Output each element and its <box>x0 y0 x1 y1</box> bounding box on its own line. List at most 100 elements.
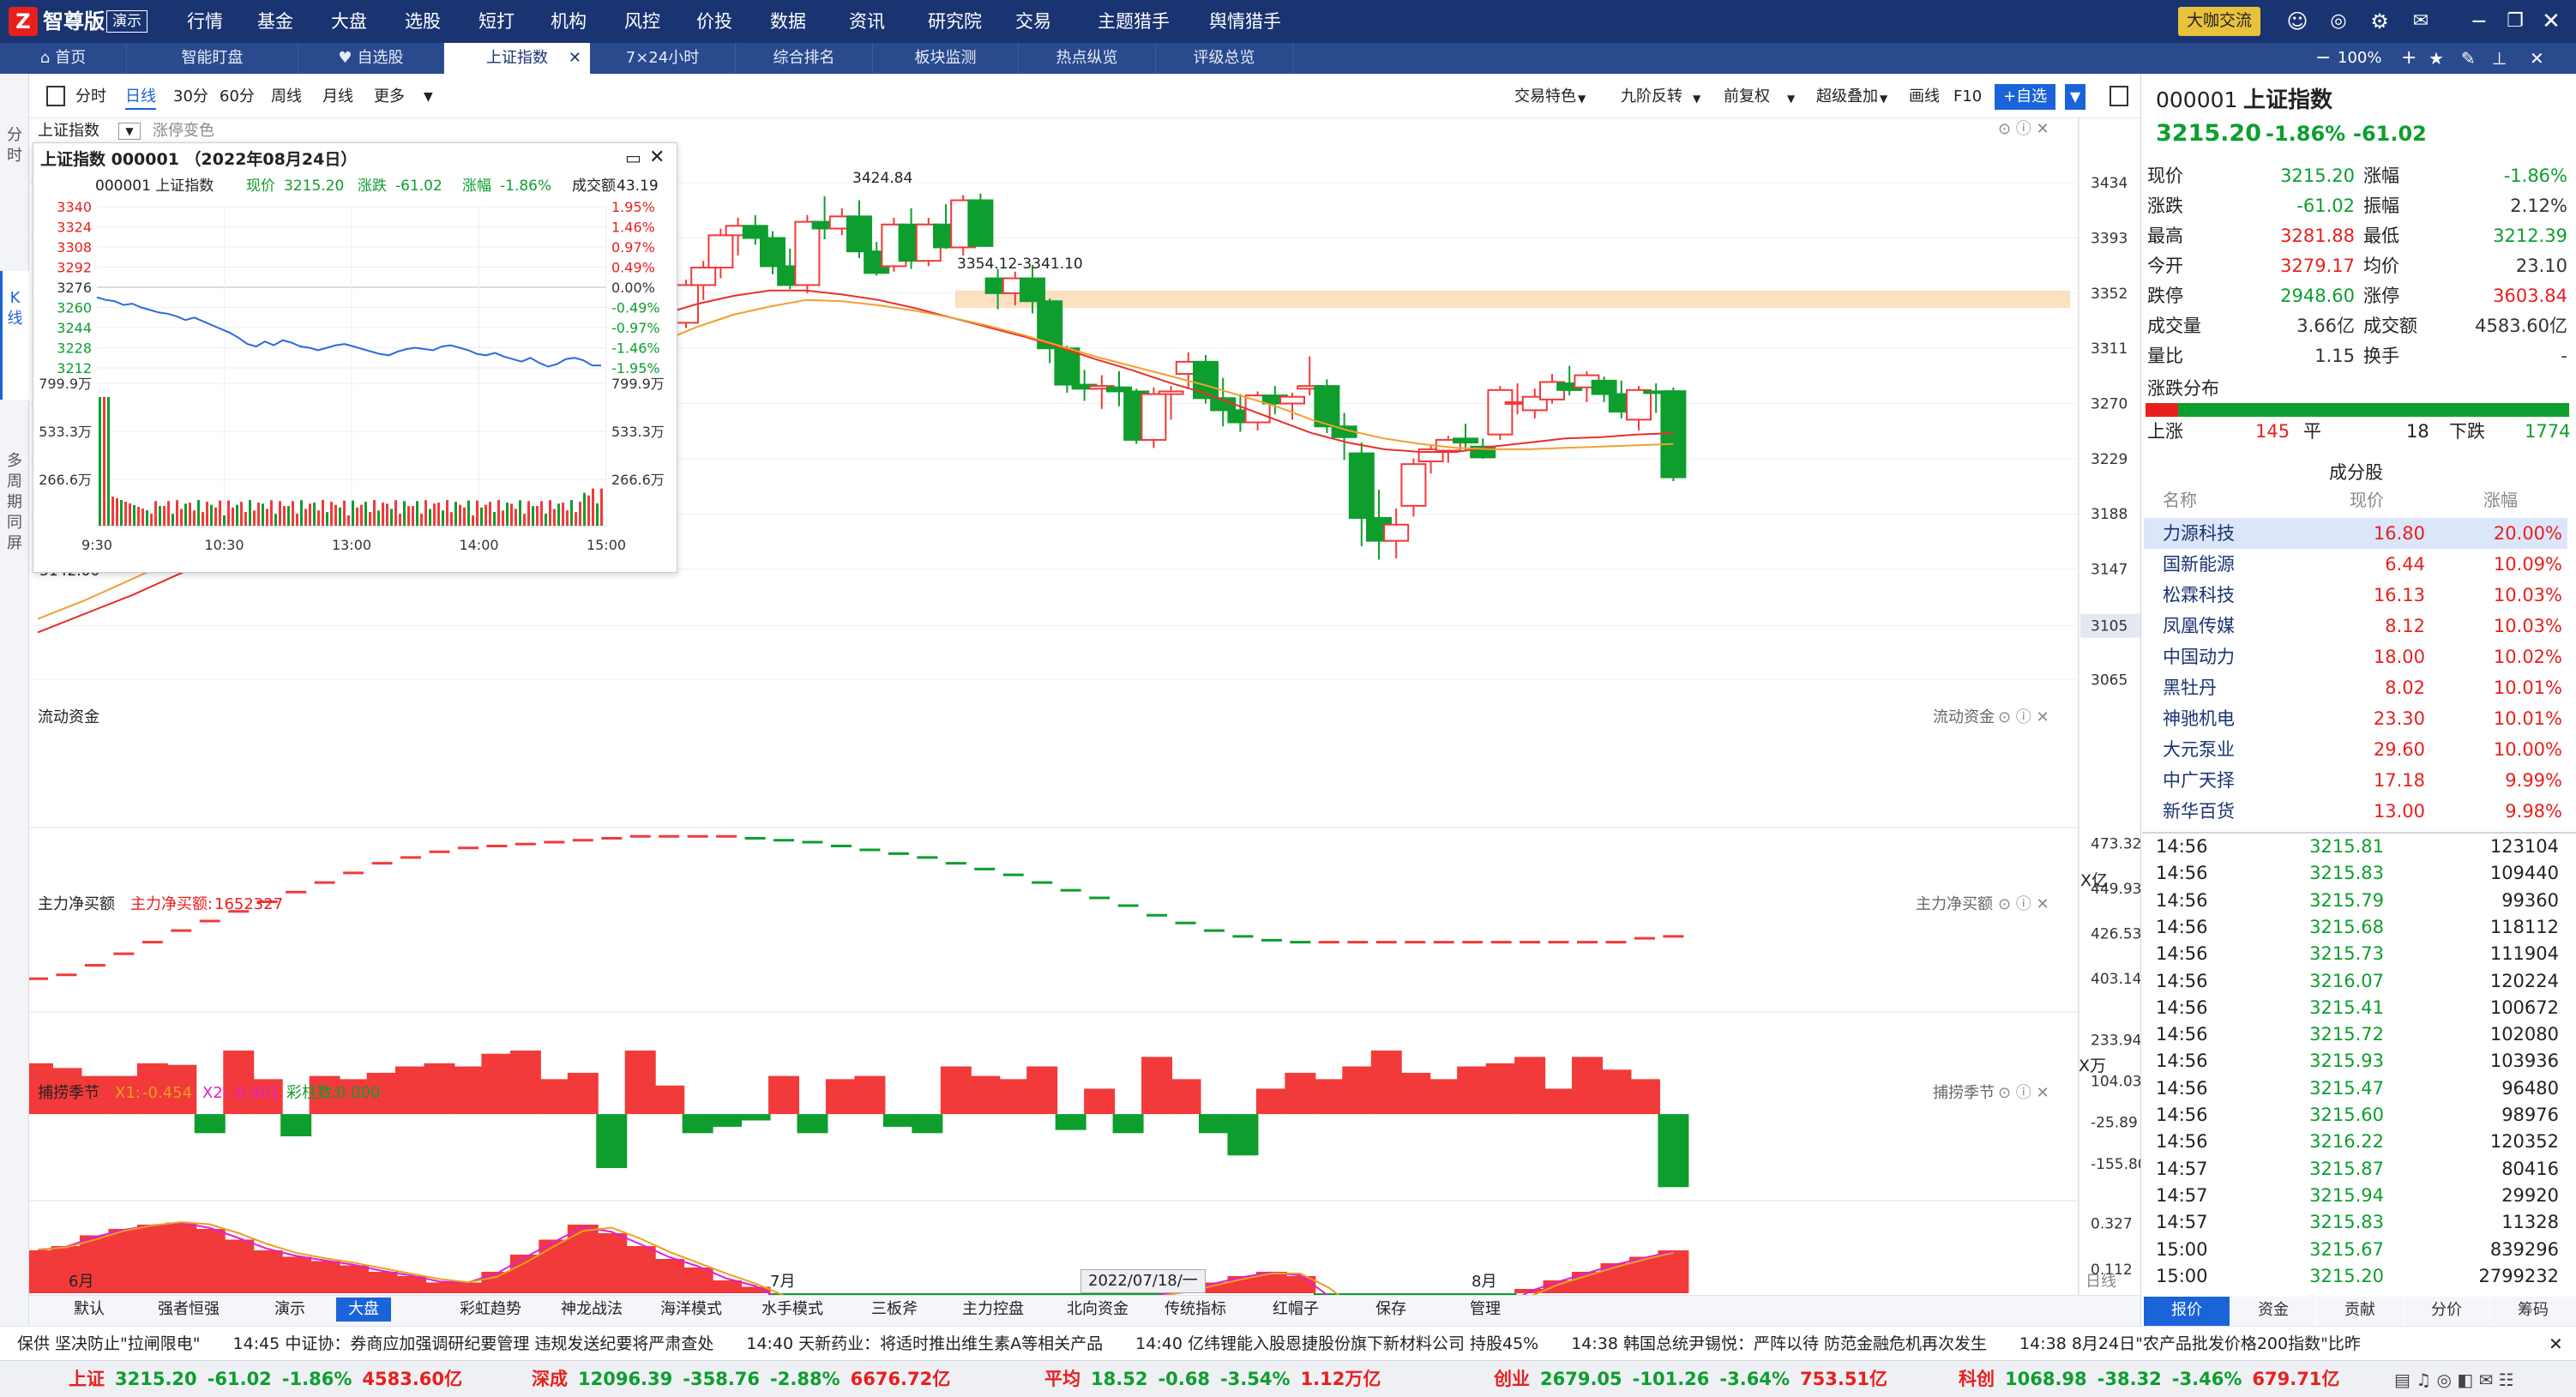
add-watchlist-dropdown-icon[interactable]: ▼ <box>2065 84 2085 110</box>
side-tab-kline[interactable]: K线 <box>0 271 29 400</box>
strategy-tab-7[interactable]: 水手模式 <box>761 1300 823 1318</box>
tab-8[interactable]: 评级总览 <box>1156 43 1293 74</box>
component-name[interactable]: 大元泵业 <box>2163 739 2235 760</box>
period-tab-0[interactable]: 分时 <box>75 87 106 105</box>
favorite-star-icon[interactable]: ★ <box>2429 48 2444 69</box>
period-tab-1[interactable]: 日线 <box>125 86 156 110</box>
menu-11[interactable]: 交易 <box>1015 11 1051 32</box>
chart-area[interactable]: 3434 3393 3352 3311 3270 3229 3188 3147 3105 3065… <box>29 118 2140 1302</box>
toolbar-item-6[interactable]: +自选 <box>1995 84 2056 110</box>
menu-2[interactable]: 大盘 <box>331 11 367 32</box>
candle[interactable] <box>1193 360 1219 400</box>
menu-7[interactable]: 价投 <box>696 11 732 32</box>
tab-6[interactable]: 板块监测 <box>873 43 1019 74</box>
toolbar-item-2[interactable]: 前复权 <box>1724 87 1770 105</box>
menu-0[interactable]: 行情 <box>187 11 223 32</box>
chart-dropdown-icon[interactable]: ▼ <box>118 123 141 140</box>
strategy-tab-9[interactable]: 主力控盘 <box>962 1300 1024 1318</box>
period-tab-4[interactable]: 周线 <box>271 87 302 105</box>
component-name[interactable]: 凤凰传媒 <box>2163 616 2235 636</box>
close-window-icon[interactable]: ✕ <box>2542 9 2561 34</box>
menu-9[interactable]: 资讯 <box>849 11 885 32</box>
popup-minimize-icon[interactable]: ▭ <box>625 148 641 168</box>
restore-window-icon[interactable]: ❐ <box>2507 10 2524 32</box>
status-index-0[interactable]: 上证 3215.20 -61.02 -1.86% 4583.60亿 <box>69 1360 472 1397</box>
toolbar-item-4[interactable]: 画线 <box>1909 87 1940 105</box>
toolbar-item-3[interactable]: 超级叠加 <box>1816 87 1878 105</box>
status-index-1[interactable]: 深成 12096.39 -358.76 -2.88% 6676.72亿 <box>532 1360 960 1397</box>
pin-icon[interactable]: ⊥ <box>2492 48 2507 69</box>
menu-4[interactable]: 短打 <box>478 11 515 32</box>
fishing-panel-icons[interactable]: ⊙ ⓘ ✕ <box>1998 1084 2049 1102</box>
candle[interactable] <box>1106 386 1132 393</box>
candle[interactable] <box>1020 277 1045 303</box>
component-row[interactable] <box>2144 518 2567 549</box>
expert-chat-button[interactable]: 大咖交流 <box>2178 7 2261 36</box>
candle[interactable] <box>1453 437 1478 444</box>
liquidity-panel-icons[interactable]: ⊙ ⓘ ✕ <box>1998 708 2049 726</box>
limit-color-toggle[interactable]: 涨停变色 <box>153 122 214 140</box>
menu-12[interactable]: 主题猎手 <box>1098 11 1170 32</box>
component-name[interactable]: 神驰机电 <box>2163 708 2235 729</box>
tab-1[interactable]: 智能盯盘 <box>127 43 298 74</box>
side-tab-timeshare[interactable]: 分时 <box>7 126 22 165</box>
component-name[interactable]: 中国动力 <box>2163 647 2235 667</box>
strategy-tab-10[interactable]: 北向资金 <box>1067 1300 1129 1318</box>
candle[interactable] <box>1158 390 1184 395</box>
popup-close-icon[interactable]: ✕ <box>649 147 665 168</box>
tab-0[interactable]: ⌂ 首页 <box>0 43 127 74</box>
toolbar-item-0[interactable]: 交易特色 <box>1514 87 1576 105</box>
candle[interactable] <box>1141 393 1167 441</box>
skin-icon[interactable]: ◎ <box>2330 10 2347 32</box>
tab-7[interactable]: 热点纵览 <box>1019 43 1156 74</box>
tab-close-icon[interactable]: ✕ <box>568 49 581 67</box>
strategy-tab-13[interactable]: 保存 <box>1375 1300 1406 1318</box>
tab-2[interactable]: ♥ 自选股 <box>298 43 444 74</box>
status-tool-icons[interactable]: ▤ ♫ ◎ ◧ ✉ ☷ <box>2394 1370 2514 1390</box>
app-logo[interactable]: Z <box>9 7 38 36</box>
strategy-tab-2[interactable]: 演示 <box>274 1300 305 1318</box>
strategy-tab-1[interactable]: 强者恒强 <box>158 1300 220 1318</box>
candle[interactable] <box>1400 463 1427 507</box>
toolbar-item-1[interactable]: 九阶反转 <box>1621 87 1682 105</box>
strategy-tab-6[interactable]: 海洋模式 <box>660 1300 722 1318</box>
strategy-tab-11[interactable]: 传统指标 <box>1165 1300 1226 1318</box>
candle[interactable] <box>1487 388 1514 436</box>
candle[interactable] <box>1626 388 1652 421</box>
component-name[interactable]: 国新能源 <box>2163 554 2235 575</box>
quote-tab-1[interactable]: 资金 <box>2230 1297 2316 1326</box>
strategy-tab-3[interactable]: 大盘 <box>336 1298 391 1322</box>
quote-tab-2[interactable]: 贡献 <box>2317 1297 2403 1326</box>
menu-13[interactable]: 舆情猎手 <box>1209 11 1281 32</box>
toolbar-dropdown-icon[interactable]: ▼ <box>1578 93 1586 105</box>
candle[interactable] <box>846 215 872 253</box>
quote-tab-4[interactable]: 筹码 <box>2490 1297 2576 1326</box>
toolbar-dropdown-icon[interactable]: ▼ <box>1880 93 1888 105</box>
menu-8[interactable]: 数据 <box>770 11 806 32</box>
news-ticker[interactable]: 保供 坚决防止"拉闸限电" 14:45 中证协：券商应加强调研纪要管理 违规发送… <box>0 1326 2576 1360</box>
period-tab-5[interactable]: 月线 <box>322 87 353 105</box>
tab-4[interactable]: 7×24小时 <box>590 43 736 74</box>
news-close-icon[interactable]: ✕ <box>2549 1334 2563 1354</box>
period-tab-3[interactable]: 60分 <box>220 87 255 105</box>
strategy-tab-12[interactable]: 红帽子 <box>1273 1300 1319 1318</box>
candle[interactable] <box>690 267 717 286</box>
strategy-tab-0[interactable]: 默认 <box>74 1300 105 1318</box>
period-tab-6[interactable]: 更多 <box>374 87 405 105</box>
candle[interactable] <box>794 220 821 286</box>
candle[interactable] <box>1348 452 1375 519</box>
component-name[interactable]: 中广天择 <box>2163 770 2235 791</box>
component-name[interactable]: 松霖科技 <box>2163 585 2235 605</box>
status-index-3[interactable]: 创业 2679.05 -101.26 -3.64% 753.51亿 <box>1494 1360 1898 1397</box>
message-icon[interactable]: ✉ <box>2412 10 2429 32</box>
minimize-window-icon[interactable]: ─ <box>2472 9 2486 33</box>
strategy-tab-14[interactable]: 管理 <box>1470 1300 1501 1318</box>
tab-3[interactable]: 上证指数 ✕ <box>444 43 590 74</box>
zoom-out-icon[interactable]: − <box>2315 47 2332 69</box>
strategy-tab-8[interactable]: 三板斧 <box>871 1300 918 1318</box>
candle[interactable] <box>967 199 994 247</box>
component-name[interactable]: 新华百货 <box>2163 801 2235 822</box>
candle[interactable] <box>760 237 785 268</box>
strategy-tab-5[interactable]: 神龙战法 <box>561 1300 623 1318</box>
menu-3[interactable]: 选股 <box>405 11 441 32</box>
